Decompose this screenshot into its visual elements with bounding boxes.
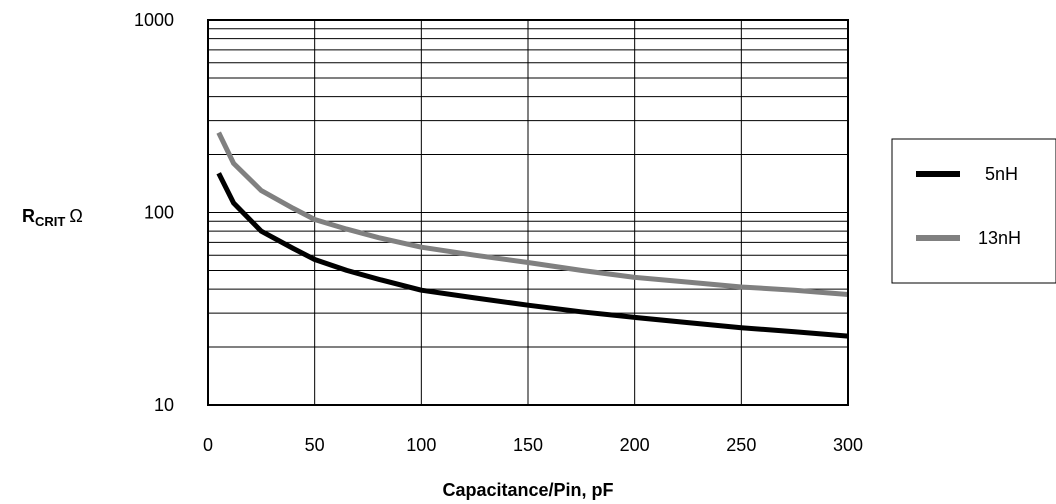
x-tick-label: 150 [513, 435, 543, 455]
x-tick-label: 100 [406, 435, 436, 455]
legend-label-5nh: 5nH [985, 164, 1018, 184]
y-tick-label: 10 [154, 395, 174, 415]
legend-box [891, 138, 1056, 284]
legend-label-13nh: 13nH [978, 228, 1021, 248]
plot-grid [207, 20, 849, 406]
x-tick-label: 50 [305, 435, 325, 455]
x-tick-labels: 0 50 100 150 200 250 300 [203, 435, 863, 455]
x-tick-label: 200 [620, 435, 650, 455]
x-tick-label: 300 [833, 435, 863, 455]
series-layer [216, 131, 849, 339]
y-tick-labels: 10 100 1000 [134, 10, 174, 415]
legend: 5nH 13nH [891, 138, 1056, 284]
x-axis-label: Capacitance/Pin, pF [442, 480, 613, 500]
x-tick-label: 250 [726, 435, 756, 455]
series-line-5nh [216, 172, 849, 339]
y-axis-label: RCRIT Ω [22, 206, 83, 229]
plot-frame [207, 19, 849, 406]
y-tick-label: 1000 [134, 10, 174, 30]
x-tick-label: 0 [203, 435, 213, 455]
y-tick-label: 100 [144, 203, 174, 223]
series-line-13nh [216, 131, 849, 297]
